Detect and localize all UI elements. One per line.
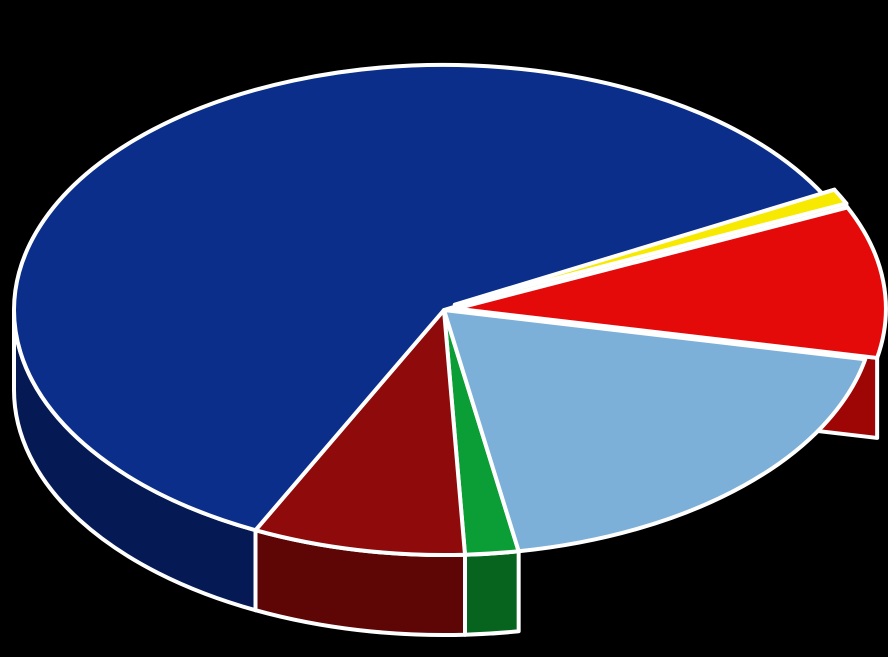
pie-chart-3d <box>0 0 888 657</box>
slice-green-side <box>465 551 519 634</box>
